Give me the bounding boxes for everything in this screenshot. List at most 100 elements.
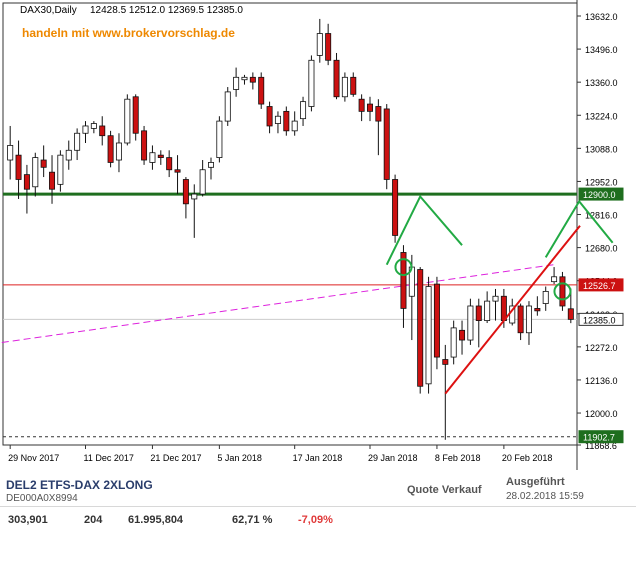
executed-timestamp: 28.02.2018 15:59	[506, 491, 584, 502]
candle-body	[32, 157, 39, 188]
candle	[551, 267, 558, 285]
candle	[459, 320, 466, 355]
candle-body	[166, 157, 173, 171]
candle-body	[442, 359, 449, 365]
candle	[425, 276, 432, 394]
candle	[115, 133, 122, 173]
candle-body	[300, 101, 307, 120]
candle-body	[492, 295, 499, 302]
candle	[350, 72, 357, 97]
candle-body	[551, 276, 558, 283]
price-flag-box	[578, 187, 624, 201]
candle-body	[425, 286, 432, 385]
candle	[166, 150, 173, 178]
x-tick-label: 11 Dec 2017	[83, 453, 133, 463]
candle	[182, 177, 189, 219]
amount-value: 61.995,804	[128, 514, 184, 526]
candle	[65, 140, 72, 170]
price-flag-text: 12526.7	[583, 281, 616, 291]
candle	[132, 94, 139, 141]
candle-body	[467, 305, 474, 341]
ohlc-readout: 12428.5 12512.0 12369.5 12385.0	[90, 5, 243, 16]
candle-body	[141, 130, 148, 161]
change-value: -7,09%	[298, 514, 333, 526]
candle	[484, 291, 491, 324]
y-tick-label: 12952.0	[585, 177, 618, 187]
candle	[40, 145, 47, 178]
candle-body	[333, 59, 340, 98]
candle	[475, 298, 482, 348]
candle-body	[23, 174, 30, 190]
y-tick-label: 13360.0	[585, 78, 618, 88]
candle	[32, 152, 39, 197]
candle	[467, 298, 474, 345]
y-tick-label: 12136.0	[585, 376, 618, 386]
candle-body	[216, 120, 223, 158]
candle	[157, 150, 164, 165]
price-flag: 12900.0	[578, 187, 624, 201]
candle-body	[57, 154, 64, 185]
candle	[23, 164, 30, 214]
candle-body	[124, 98, 131, 144]
candle	[375, 99, 382, 156]
x-tick-label: 8 Feb 2018	[435, 453, 481, 463]
moving-average-line	[1, 264, 555, 343]
candle	[208, 157, 215, 180]
candle-body	[115, 142, 122, 161]
price-flag-box	[578, 430, 624, 444]
candle	[241, 74, 248, 85]
quantity-value: 204	[84, 514, 103, 526]
price-flag: 12526.7	[578, 278, 624, 292]
candle	[333, 52, 340, 100]
x-tick-label: 29 Jan 2018	[368, 453, 418, 463]
y-tick-label: 12000.0	[585, 409, 618, 419]
candle	[82, 121, 89, 143]
candle-body	[475, 305, 482, 321]
x-tick-label: 17 Jan 2018	[293, 453, 343, 463]
chart-svg: 13632.0 13496.0 13360.0 13224.0 13088.0 12952…	[1, 0, 624, 470]
candle-body	[99, 125, 106, 137]
candle-body	[274, 115, 281, 124]
candle-body	[534, 308, 541, 312]
candle-body	[7, 145, 14, 161]
candle	[57, 150, 64, 192]
candle-body	[224, 91, 231, 122]
left-shoulder-pattern	[385, 194, 463, 266]
price-flag-text: 11902.7	[583, 433, 615, 443]
candle	[308, 55, 315, 112]
y-tick-label: 12272.0	[585, 343, 618, 353]
y-tick-label: 11868.6	[585, 441, 617, 451]
candle-body	[316, 33, 323, 56]
candle	[7, 125, 14, 180]
percent-value: 62,71 %	[232, 514, 273, 526]
candle-body	[433, 283, 440, 358]
candle	[358, 94, 365, 122]
candle	[392, 174, 399, 243]
price-flag-text: 12385.0	[583, 315, 616, 325]
isin-label: DE000A0X8994	[6, 493, 78, 504]
product-name[interactable]: DEL2 ETFS-DAX 2XLONG	[6, 478, 153, 492]
candle	[266, 101, 273, 134]
divider	[0, 506, 636, 507]
candle-body	[132, 96, 139, 134]
watermark-text: handeln mit www.brokervorschlag.de	[22, 26, 235, 40]
price-flag: 11902.7	[578, 430, 624, 444]
candle	[74, 128, 81, 161]
candle	[233, 67, 240, 97]
candle-body	[182, 179, 189, 205]
candle	[542, 286, 549, 311]
candle	[90, 121, 97, 134]
candle-body	[208, 162, 215, 168]
candle-body	[366, 103, 373, 112]
candle-body	[149, 152, 156, 163]
candle	[300, 96, 307, 126]
highlight-circle-right	[553, 282, 572, 301]
candle-body	[82, 125, 89, 134]
candle-body	[107, 135, 114, 163]
candle	[174, 155, 181, 195]
candle-body	[74, 132, 81, 151]
candle	[417, 267, 424, 394]
candle	[534, 296, 541, 316]
candle	[216, 116, 223, 163]
price-flag-box	[578, 278, 624, 292]
